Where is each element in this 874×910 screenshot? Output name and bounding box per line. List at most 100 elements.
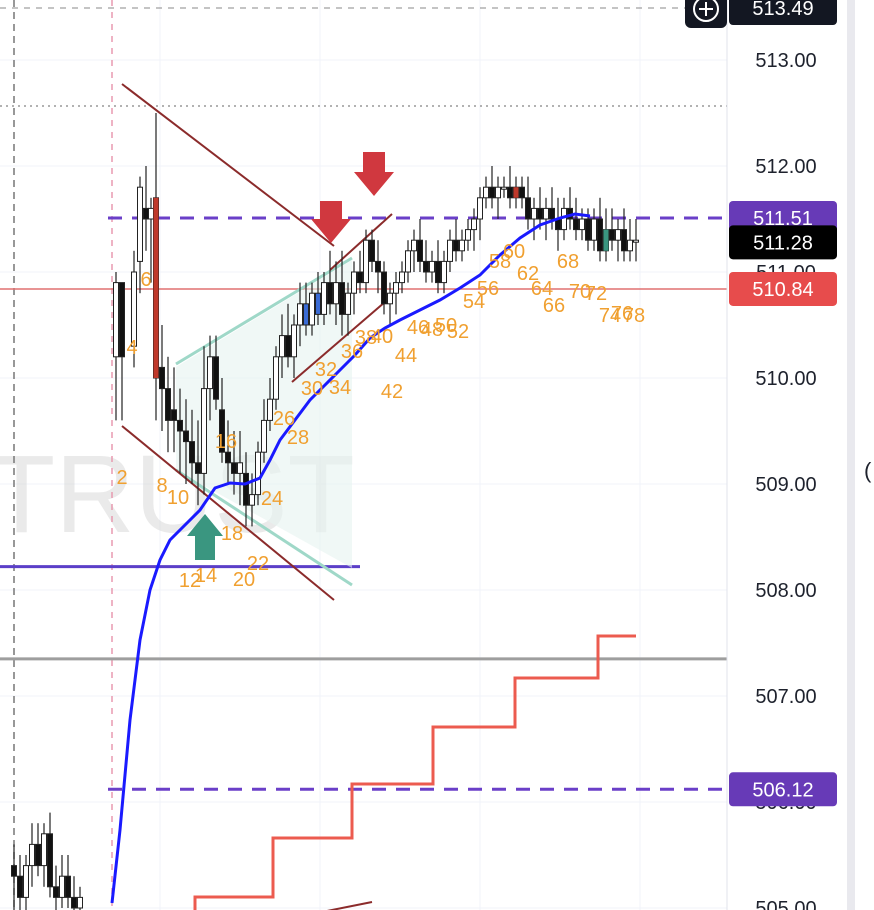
price-badge[interactable]: [729, 772, 837, 807]
bar-count-label: 60: [503, 241, 525, 263]
bar-count-label: 34: [329, 377, 351, 399]
candle-down: [537, 207, 543, 220]
candle-up: [273, 356, 279, 400]
channel-lower-line[interactable]: [291, 295, 393, 383]
candle-down: [549, 207, 555, 220]
candle-up: [267, 398, 273, 421]
candle-down: [17, 875, 23, 898]
candle-up: [249, 494, 255, 506]
candle-up: [363, 239, 369, 284]
price-badge[interactable]: [729, 271, 837, 306]
bar-count-label: 62: [517, 263, 539, 285]
bar-count-label: 28: [287, 427, 309, 449]
bar-count-label: 50: [435, 315, 457, 337]
candle-up: [477, 197, 483, 220]
candle-down: [71, 896, 77, 909]
candle-down: [423, 260, 429, 273]
right-scrollbar[interactable]: [847, 0, 855, 910]
candle-down: [243, 472, 249, 506]
candle-down: [171, 409, 177, 421]
bar-count-label: 48: [421, 319, 443, 341]
price-badge-label: 506.12: [752, 779, 813, 801]
candle-up: [459, 239, 465, 252]
candle-down: [65, 875, 71, 898]
price-badge-label: 511.51: [753, 208, 813, 230]
candle-down: [225, 451, 231, 464]
candle-up: [387, 292, 393, 305]
bar-count-label: 38: [355, 327, 377, 349]
candle-up: [297, 303, 303, 326]
bar-count-label: 22: [247, 553, 269, 575]
bar-count-label: 36: [341, 341, 363, 363]
price-badge[interactable]: [729, 0, 837, 26]
candle-up: [627, 239, 633, 252]
channel-upper-line[interactable]: [329, 213, 393, 271]
candle-up: [333, 282, 339, 305]
wedge-upper-line[interactable]: [121, 83, 335, 247]
candle-down: [159, 366, 165, 390]
candle-down: [327, 282, 333, 305]
candle-up: [279, 335, 285, 358]
candle-down: [357, 271, 363, 284]
candle-down: [11, 865, 17, 877]
candle-down: [119, 282, 125, 358]
candle-down: [47, 833, 53, 888]
price-tick-label: 507.00: [755, 686, 816, 708]
candle-up: [29, 843, 35, 867]
candle-up: [429, 260, 435, 273]
candle-up: [207, 356, 213, 390]
candle-up: [405, 250, 411, 273]
bar-count-label: 4: [126, 337, 137, 359]
price-badge[interactable]: [729, 225, 837, 260]
price-tick-label: 508.00: [755, 580, 816, 602]
triangle-lower-line[interactable]: [175, 468, 353, 587]
bar-count-label: 32: [315, 359, 337, 381]
indicator-lines: [110, 212, 636, 910]
bar-count-label: 72: [585, 283, 607, 305]
candle-down: [189, 441, 195, 464]
candle-down: [417, 239, 423, 262]
candle-down: [195, 462, 201, 474]
candle-up: [59, 875, 65, 898]
candle-down: [339, 282, 345, 315]
candle-up: [77, 896, 83, 909]
bar-count-label: 26: [273, 408, 295, 430]
wedge-lower-line[interactable]: [121, 425, 335, 601]
bar-count-label: 46: [407, 317, 429, 339]
buy-arrow-icon: [187, 514, 223, 560]
bar-count-label: 78: [623, 305, 645, 327]
bar-count-label: 16: [215, 431, 237, 453]
bar-count-label: 30: [301, 378, 323, 400]
candle-down: [489, 186, 495, 199]
candle-highlight: [603, 229, 609, 251]
price-badge-label: 513.49: [752, 0, 813, 20]
bar-count-label: 56: [477, 278, 499, 300]
candle-up: [483, 186, 489, 199]
candlesticks: [11, 113, 639, 910]
price-axis-background: [727, 0, 847, 910]
candle-down: [143, 207, 149, 220]
candle-up: [255, 451, 261, 496]
candle-down: [315, 292, 321, 315]
candle-down: [219, 409, 225, 453]
bottom-trend-line[interactable]: [322, 901, 373, 910]
bar-count-label: 52: [447, 321, 469, 343]
candle-down: [231, 462, 237, 474]
ema-line[interactable]: [110, 212, 591, 904]
triangle-upper-line[interactable]: [175, 256, 353, 366]
candle-up: [131, 271, 137, 347]
candle-down: [183, 430, 189, 443]
candle-highlight: [513, 187, 519, 198]
candle-up: [591, 218, 597, 241]
price-badge-label: 510.84: [752, 279, 813, 301]
candle-up: [465, 229, 471, 241]
sell-arrow-icon: [311, 201, 351, 243]
candle-down: [177, 419, 183, 432]
candle-up: [531, 207, 537, 220]
bar-count-label: 74: [599, 305, 621, 327]
candle-up: [41, 833, 47, 867]
plus-circle-icon[interactable]: [693, 0, 719, 22]
candle-up: [137, 186, 143, 262]
trailing-stop-line[interactable]: [193, 634, 636, 910]
